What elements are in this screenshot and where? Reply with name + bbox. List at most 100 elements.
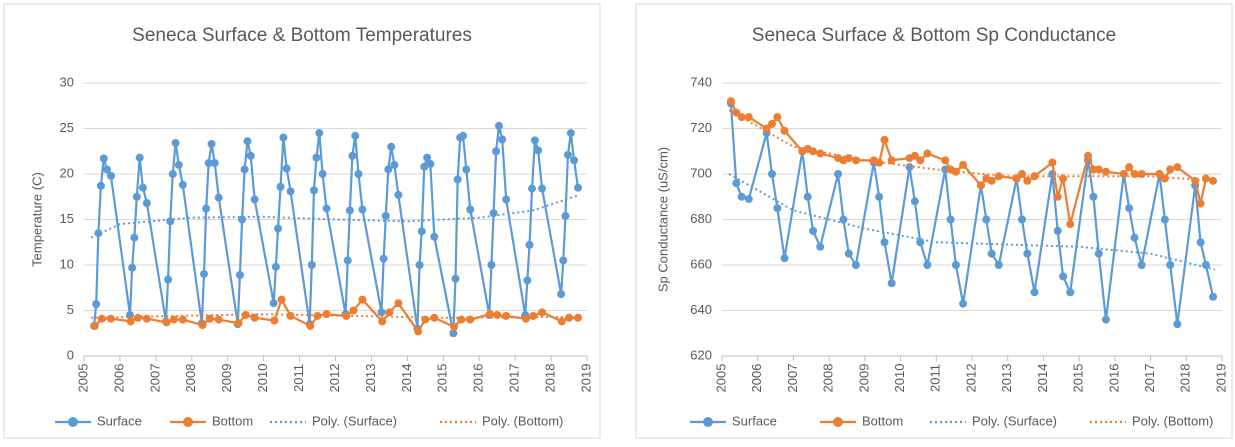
point [959, 299, 968, 308]
point [277, 295, 286, 304]
y-axis-label: Sp Conductance (uS/cm) [655, 147, 670, 292]
point [99, 154, 108, 163]
point [1160, 174, 1169, 183]
point [1094, 165, 1103, 174]
point [1196, 238, 1205, 247]
point [462, 165, 471, 174]
point [502, 311, 511, 320]
point [880, 135, 889, 144]
point [466, 205, 475, 214]
point [1191, 176, 1200, 185]
legend-label: Surface [732, 413, 777, 428]
point [96, 181, 105, 190]
point [384, 165, 393, 174]
point [128, 263, 137, 272]
point [126, 317, 135, 326]
legend-label: Poly. (Bottom) [482, 413, 563, 428]
point [169, 315, 178, 324]
point [566, 129, 575, 138]
point [457, 315, 466, 324]
point [379, 254, 388, 263]
y-tick-label: 660 [690, 256, 712, 271]
point [271, 262, 280, 271]
point [394, 299, 403, 308]
point [250, 313, 259, 322]
x-tick-label: 2009 [856, 364, 871, 393]
y-tick-label: 10 [60, 256, 74, 271]
point [322, 310, 331, 319]
point [207, 139, 216, 148]
point [1084, 151, 1093, 160]
point [910, 197, 919, 206]
point [385, 308, 394, 317]
panel [3, 3, 601, 439]
point [1023, 249, 1032, 258]
x-tick-label: 2006 [749, 364, 764, 393]
x-tick-label: 2018 [1178, 364, 1193, 393]
point [498, 135, 507, 144]
point [358, 205, 367, 214]
point [737, 192, 746, 201]
point [923, 149, 932, 158]
x-tick-label: 2014 [399, 364, 414, 393]
panel [635, 3, 1233, 439]
point [887, 279, 896, 288]
point [987, 249, 996, 258]
x-tick-label: 2012 [327, 364, 342, 393]
point [1196, 199, 1205, 208]
point [1023, 176, 1032, 185]
point [780, 126, 789, 135]
point [1209, 292, 1218, 301]
point [1130, 233, 1139, 242]
point [358, 295, 367, 304]
point [210, 159, 219, 168]
point [1059, 174, 1068, 183]
point [959, 160, 968, 169]
point [453, 175, 462, 184]
point [1101, 167, 1110, 176]
legend-marker [833, 417, 843, 427]
point [726, 97, 735, 106]
point [348, 151, 357, 160]
x-tick-label: 2014 [1035, 364, 1050, 393]
point [420, 162, 429, 171]
point [844, 249, 853, 258]
point [351, 131, 360, 140]
point [528, 184, 537, 193]
point [168, 170, 177, 178]
point [851, 156, 860, 165]
point [492, 147, 501, 156]
point [851, 261, 860, 269]
legend-marker [68, 417, 78, 427]
point [1053, 226, 1062, 235]
x-tick-label: 2007 [147, 364, 162, 393]
y-tick-label: 0 [67, 347, 74, 362]
point [574, 183, 583, 192]
point [415, 261, 424, 269]
y-tick-label: 700 [690, 165, 712, 180]
point [322, 204, 331, 213]
point [530, 136, 539, 145]
point [773, 113, 782, 122]
point [1018, 215, 1026, 224]
y-tick-label: 30 [60, 74, 74, 89]
point [987, 176, 996, 185]
point [270, 316, 279, 325]
x-tick-label: 2016 [471, 364, 486, 393]
point [450, 322, 459, 331]
point [354, 170, 363, 178]
point [426, 159, 435, 168]
point [387, 142, 396, 151]
point [92, 300, 101, 309]
point [204, 159, 213, 168]
point [343, 256, 352, 265]
point [214, 193, 223, 202]
point [905, 163, 914, 172]
point [309, 186, 318, 195]
point [102, 165, 111, 174]
point [1101, 315, 1110, 324]
point [744, 113, 753, 122]
x-tick-label: 2019 [1213, 364, 1228, 393]
point [164, 275, 173, 284]
point [744, 195, 753, 204]
